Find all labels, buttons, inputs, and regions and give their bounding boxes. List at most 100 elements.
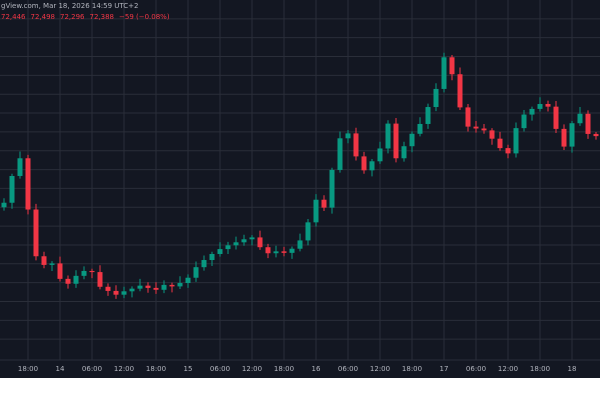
- candle-body: [249, 237, 255, 240]
- x-tick-label: 18: [568, 365, 577, 373]
- candle-body: [577, 113, 583, 124]
- candle-body: [529, 108, 535, 115]
- candle-body: [441, 57, 447, 89]
- candle-body: [409, 133, 415, 147]
- candle-body: [337, 138, 343, 170]
- candle-body: [65, 278, 71, 284]
- candle-body: [121, 291, 127, 295]
- candle-body: [265, 247, 271, 254]
- candle-body: [321, 199, 327, 208]
- candle-body: [313, 199, 319, 223]
- candle-body: [569, 123, 575, 147]
- x-tick-label: 12:00: [114, 365, 134, 373]
- candle-body: [521, 114, 527, 129]
- x-tick-label: 06:00: [466, 365, 486, 373]
- ohlc-value: 72,446: [1, 13, 26, 21]
- candle-body: [449, 57, 455, 75]
- candle-body: [553, 106, 559, 129]
- candle-body: [73, 275, 79, 284]
- x-tick-label: 18:00: [274, 365, 294, 373]
- candle-body: [545, 104, 551, 107]
- candle-body: [433, 88, 439, 108]
- candle-body: [513, 128, 519, 154]
- candle-body: [137, 285, 143, 289]
- candle-body: [593, 133, 599, 137]
- candle-body: [257, 237, 263, 248]
- candle-body: [353, 133, 359, 157]
- chart-background: [0, 0, 600, 378]
- candle-body: [473, 126, 479, 129]
- candle-body: [9, 175, 15, 203]
- candle-body: [97, 272, 103, 287]
- header: gView.com, Mar 18, 2026 14:59 UTC+2: [1, 2, 138, 10]
- candle-body: [273, 251, 279, 254]
- candle-body: [505, 148, 511, 154]
- candle-body: [89, 270, 95, 273]
- candle-body: [1, 202, 7, 208]
- candle-body: [465, 107, 471, 127]
- candle-body: [225, 245, 231, 250]
- candle-body: [497, 138, 503, 149]
- candle-body: [49, 263, 55, 265]
- x-tick-label: 16: [312, 365, 321, 373]
- candle-body: [329, 169, 335, 208]
- x-tick-label: 12:00: [242, 365, 262, 373]
- x-tick-label: 18:00: [530, 365, 550, 373]
- candle-body: [345, 133, 351, 139]
- x-tick-label: 06:00: [82, 365, 102, 373]
- ohlc-value: −59 (−0.08%): [119, 13, 170, 21]
- candle-body: [113, 290, 119, 295]
- candle-body: [377, 148, 383, 162]
- x-tick-label: 18:00: [146, 365, 166, 373]
- candle-body: [289, 248, 295, 253]
- candle-body: [201, 260, 207, 268]
- candle-body: [233, 242, 239, 246]
- candle-body: [585, 113, 591, 134]
- candle-body: [105, 286, 111, 291]
- candle-body: [177, 283, 183, 287]
- x-tick-label: 06:00: [210, 365, 230, 373]
- candle-body: [369, 161, 375, 171]
- candle-body: [33, 209, 39, 257]
- x-tick-label: 12:00: [498, 365, 518, 373]
- candle-body: [425, 107, 431, 124]
- candle-body: [217, 249, 223, 254]
- x-tick-label: 14: [56, 365, 65, 373]
- candle-body: [185, 277, 191, 284]
- x-tick-label: 06:00: [338, 365, 358, 373]
- candle-body: [385, 123, 391, 149]
- candle-body: [129, 288, 135, 292]
- candle-body: [305, 222, 311, 241]
- candle-body: [537, 104, 543, 109]
- ohlc-value: 72,296: [60, 13, 85, 21]
- candle-body: [241, 239, 247, 243]
- candle-body: [57, 263, 63, 279]
- candle-body: [17, 158, 23, 176]
- candle-body: [153, 287, 159, 290]
- candle-body: [41, 256, 47, 265]
- x-tick-label: 17: [440, 365, 449, 373]
- candle-body: [297, 240, 303, 249]
- candle-body: [561, 128, 567, 147]
- x-tick-label: 18:00: [18, 365, 38, 373]
- candle-body: [169, 284, 175, 287]
- candle-body: [361, 156, 367, 171]
- candle-body: [209, 253, 215, 261]
- x-tick-label: 18:00: [402, 365, 422, 373]
- candle-body: [481, 128, 487, 131]
- candle-body: [281, 251, 287, 253]
- candle-body: [81, 270, 87, 276]
- candle-body: [25, 158, 31, 210]
- ohlc-value: 72,388: [90, 13, 115, 21]
- candle-body: [393, 123, 399, 159]
- candle-body: [489, 130, 495, 139]
- x-tick-label: 15: [184, 365, 193, 373]
- candle-body: [193, 267, 199, 278]
- candle-body: [161, 284, 167, 290]
- candle-body: [145, 285, 151, 288]
- candle-body: [457, 74, 463, 108]
- candle-body: [401, 146, 407, 159]
- candle-body: [417, 123, 423, 134]
